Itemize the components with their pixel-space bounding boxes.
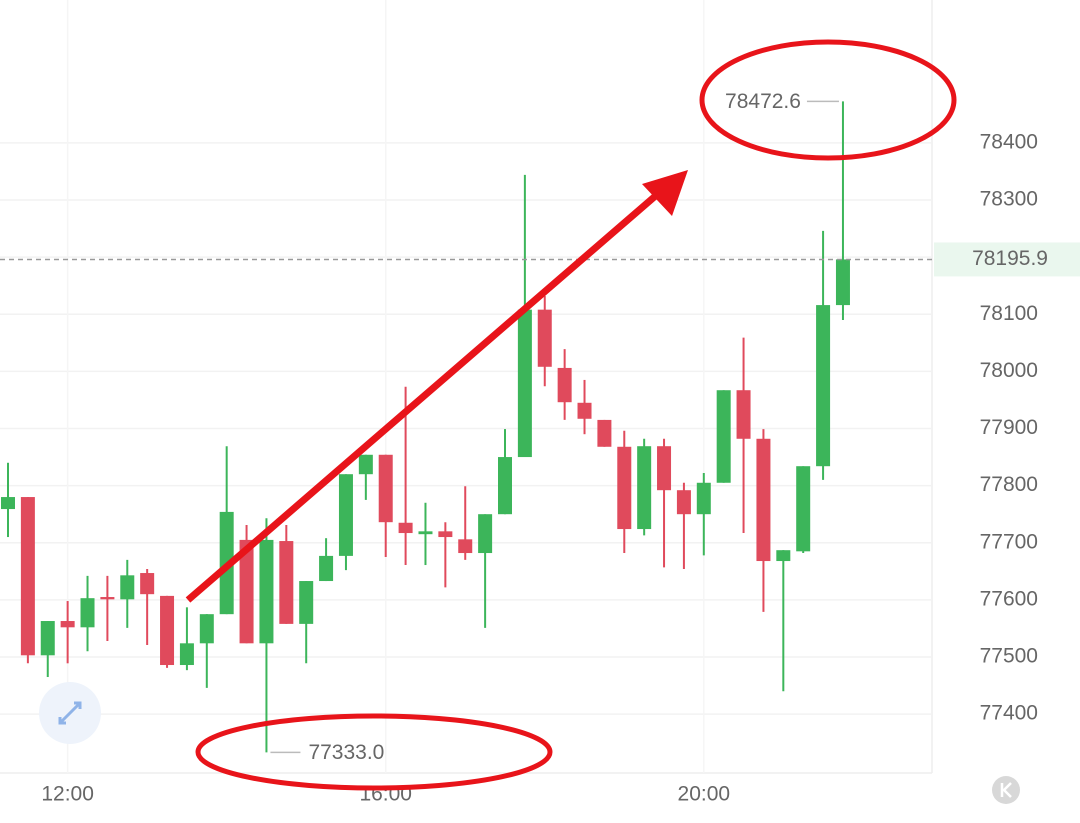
- candle-body: [577, 402, 592, 419]
- candle-body: [537, 309, 552, 367]
- y-tick-label: 77600: [980, 587, 1038, 610]
- candle-body: [835, 259, 850, 306]
- candle-body: [1, 497, 15, 510]
- candle-body: [80, 598, 95, 628]
- candle-body: [279, 541, 294, 624]
- candle-body: [498, 457, 512, 515]
- last-price-tag: [934, 242, 1080, 277]
- candle-body: [20, 497, 35, 656]
- candle-body: [239, 539, 254, 644]
- candle-body: [398, 522, 413, 534]
- max-label: 78472.6: [725, 90, 801, 113]
- candle-body: [736, 390, 751, 439]
- annotation-overlay: [185, 39, 957, 791]
- candle-body: [160, 595, 175, 666]
- expand-button[interactable]: [39, 682, 101, 744]
- candle-body: [676, 490, 691, 515]
- candle-body: [438, 531, 453, 538]
- jump-bg[interactable]: [992, 776, 1020, 804]
- arrow-head: [642, 170, 688, 216]
- y-tick-label: 78400: [980, 130, 1038, 153]
- y-tick-label: 77900: [980, 416, 1038, 439]
- candle-body: [100, 597, 115, 600]
- candle-body: [696, 482, 711, 515]
- candles: [1, 101, 850, 753]
- candle-body: [299, 581, 314, 624]
- candle-body: [378, 454, 393, 523]
- candle-body: [458, 539, 473, 554]
- candle-body: [179, 643, 194, 666]
- candle-body: [756, 438, 771, 562]
- candle-body: [259, 539, 274, 644]
- y-tick-label: 77400: [980, 702, 1038, 725]
- candle-body: [597, 419, 612, 447]
- jump-latest-button[interactable]: [992, 776, 1020, 804]
- expand-icon: [58, 701, 82, 725]
- candle-body: [796, 466, 811, 552]
- last-price-label: 78195.9: [972, 247, 1048, 270]
- candle-body: [40, 621, 55, 656]
- y-tick-label: 77500: [980, 645, 1038, 668]
- trend-arrow: [185, 189, 663, 603]
- candle-body: [816, 305, 831, 467]
- candle-body: [418, 531, 433, 535]
- candle-body: [199, 614, 214, 644]
- highlight-ellipse: [195, 713, 553, 791]
- y-tick-label: 78100: [980, 302, 1038, 325]
- min-label: 77333.0: [308, 741, 384, 764]
- highlight-ellipse: [699, 39, 957, 161]
- y-tick-label: 78300: [980, 188, 1038, 211]
- candle-body: [617, 446, 632, 530]
- candle-body: [657, 446, 672, 491]
- candle-body: [140, 573, 155, 595]
- candle-body: [637, 446, 652, 530]
- candle-body: [716, 390, 731, 483]
- y-tick-label: 77700: [980, 530, 1038, 553]
- candle-body: [557, 367, 572, 403]
- candle-body: [517, 309, 532, 458]
- candle-body: [120, 575, 135, 600]
- candle-body: [358, 454, 373, 475]
- candle-body: [776, 550, 791, 562]
- candle-body: [338, 474, 353, 556]
- jump-icon: [1000, 782, 1012, 798]
- y-tick-label: 77800: [980, 473, 1038, 496]
- candle-body: [60, 621, 75, 628]
- candle-body: [478, 514, 493, 554]
- x-tick-label: 12:00: [41, 783, 94, 806]
- x-tick-label: 20:00: [678, 783, 731, 806]
- y-tick-label: 78000: [980, 359, 1038, 382]
- candle-body: [319, 555, 334, 582]
